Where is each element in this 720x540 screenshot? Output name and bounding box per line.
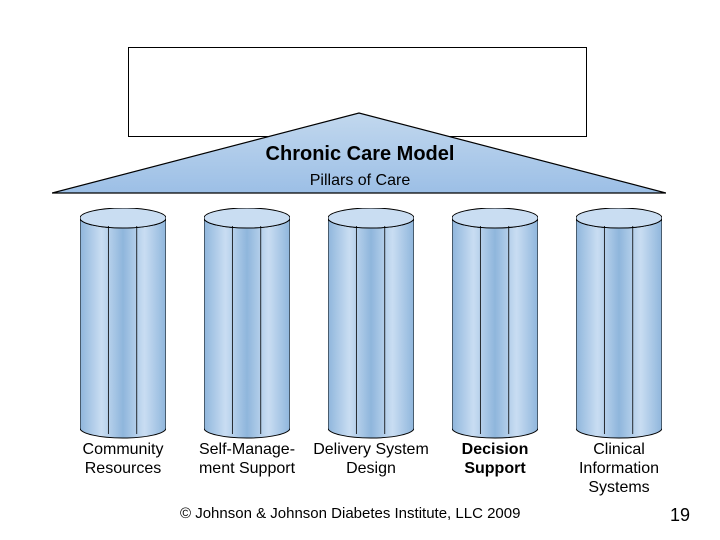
slide: { "layout": { "frame": { "left": 128, "t… [0, 0, 720, 540]
pillar-label-3: Decision Support [435, 440, 555, 478]
pillar-label-2: Delivery System Design [311, 440, 431, 478]
pillar-4 [576, 208, 662, 448]
diagram-subtitle: Pillars of Care [0, 172, 720, 190]
pillar-shape [576, 208, 662, 448]
pillar-shape [328, 208, 414, 448]
pillar-shape [80, 208, 166, 448]
pillar-1 [204, 208, 290, 448]
pillar-label-4: Clinical Information Systems [559, 440, 679, 498]
pillar-label-0: Community Resources [63, 440, 183, 478]
pillar-0 [80, 208, 166, 448]
pillar-shape [452, 208, 538, 448]
diagram-title: Chronic Care Model [0, 143, 720, 166]
copyright-text: © Johnson & Johnson Diabetes Institute, … [180, 505, 520, 522]
page-number: 19 [670, 505, 690, 526]
pillar-label-1: Self-Manage- ment Support [187, 440, 307, 478]
pillar-shape [204, 208, 290, 448]
pillar-2 [328, 208, 414, 448]
pillar-3 [452, 208, 538, 448]
